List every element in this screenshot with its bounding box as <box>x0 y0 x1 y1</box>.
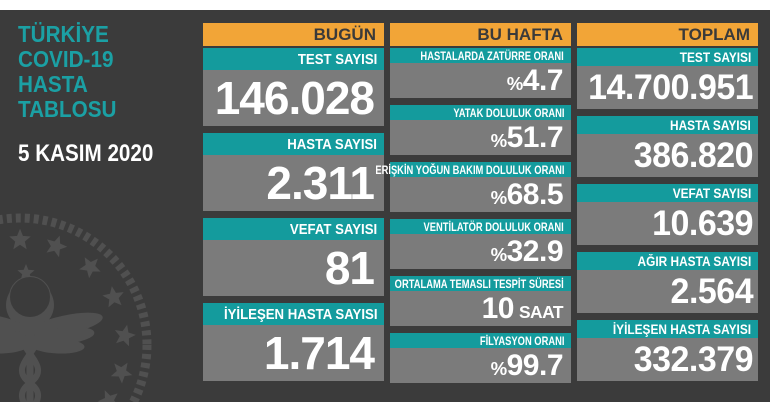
column-header-bugun: BUGÜN <box>203 23 384 46</box>
stat-value: 14.700.951 <box>577 66 758 109</box>
stat-value: 386.820 <box>577 134 758 177</box>
stat-label: HASTALARDA ZATÜRRE ORANI <box>390 48 571 63</box>
ministry-of-health-logo-icon <box>0 213 152 402</box>
stat-label: ORTALAMA TEMASLI TESPİT SÜRESİ <box>390 276 571 291</box>
cell-hafta-temasli-tespit-suresi: ORTALAMA TEMASLI TESPİT SÜRESİ 10 SAAT <box>390 276 571 326</box>
stat-label: TEST SAYISI <box>577 48 758 66</box>
stat-value: 2.564 <box>577 270 758 313</box>
stat-label: FİLYASYON ORANI <box>390 333 571 348</box>
unit-suffix: SAAT <box>518 302 564 322</box>
stat-value: 2.311 <box>203 155 384 211</box>
page-title: TÜRKİYE COVID-19 HASTA TABLOSU <box>18 22 127 122</box>
stat-label-text: AĞIR HASTA SAYISI <box>637 253 751 269</box>
stat-number: 32.9 <box>506 235 564 268</box>
stat-value: 1.714 <box>203 325 384 381</box>
stat-label: YATAK DOLULUK ORANI <box>390 105 571 120</box>
stat-label-text: HASTA SAYISI <box>287 135 377 153</box>
cell-hafta-filyasyon-orani: FİLYASYON ORANI %99.7 <box>390 333 571 383</box>
column-bugun: BUGÜN TEST SAYISI 146.028 HASTA SAYISI 2… <box>203 23 384 388</box>
report-date: 5 KASIM 2020 <box>18 140 154 167</box>
stat-label-text: İYİLEŞEN HASTA SAYISI <box>612 321 751 337</box>
stat-value: 146.028 <box>203 70 384 126</box>
stat-label-text: VEFAT SAYISI <box>289 220 377 238</box>
stat-number: 332.379 <box>633 340 754 379</box>
stat-label-text: ORTALAMA TEMASLI TESPİT SÜRESİ <box>394 276 564 291</box>
stat-value: %51.7 <box>390 120 571 155</box>
cell-hafta-ventilator-doluluk-orani: VENTİLATÖR DOLULUK ORANI %32.9 <box>390 219 571 269</box>
stat-label-text: TEST SAYISI <box>297 50 377 68</box>
cell-hafta-yatak-doluluk-orani: YATAK DOLULUK ORANI %51.7 <box>390 105 571 155</box>
stat-label-text: İYİLEŞEN HASTA SAYISI <box>223 305 377 323</box>
stat-label: HASTA SAYISI <box>577 116 758 134</box>
title-line-4: TABLOSU <box>18 96 117 122</box>
cell-toplam-agir-hasta-sayisi: AĞIR HASTA SAYISI 2.564 <box>577 252 758 313</box>
title-line-3: HASTA <box>18 71 88 97</box>
stat-number: 51.7 <box>506 121 564 154</box>
column-bu-hafta: BU HAFTA HASTALARDA ZATÜRRE ORANI %4.7 Y… <box>375 23 571 390</box>
stat-number: 1.714 <box>263 327 375 379</box>
stat-value: %68.5 <box>390 177 571 212</box>
stat-label-text: TEST SAYISI <box>679 49 751 65</box>
stat-label: İYİLEŞEN HASTA SAYISI <box>203 303 384 325</box>
title-line-2: COVID-19 <box>18 46 114 72</box>
stat-label-text: HASTALARDA ZATÜRRE ORANI <box>420 48 564 63</box>
column-toplam: TOPLAM TEST SAYISI 14.700.951 HASTA SAYI… <box>577 23 758 388</box>
column-header-bu-hafta: BU HAFTA <box>390 23 571 46</box>
title-line-1: TÜRKİYE <box>18 21 109 47</box>
stat-value: 10.639 <box>577 202 758 245</box>
percent-prefix: % <box>490 244 508 265</box>
cell-hafta-zaturre-orani: HASTALARDA ZATÜRRE ORANI %4.7 <box>390 48 571 98</box>
cell-bugun-iyilesen-hasta-sayisi: İYİLEŞEN HASTA SAYISI 1.714 <box>203 303 384 381</box>
stat-value: %4.7 <box>390 63 571 98</box>
stat-number: 99.7 <box>506 349 564 382</box>
stat-number: 386.820 <box>633 136 754 175</box>
stat-number: 2.311 <box>266 157 375 209</box>
column-header-toplam: TOPLAM <box>577 23 758 46</box>
stat-number: 4.7 <box>522 64 564 97</box>
stat-label: VEFAT SAYISI <box>577 184 758 202</box>
stat-value: %99.7 <box>390 348 571 383</box>
cell-hafta-yogun-bakim-doluluk-orani: ERİŞKİN YOĞUN BAKIM DOLULUK ORANI %68.5 <box>375 162 571 212</box>
stat-label: TEST SAYISI <box>203 48 384 70</box>
stat-number: 14.700.951 <box>587 68 754 107</box>
stat-label: ERİŞKİN YOĞUN BAKIM DOLULUK ORANI <box>375 162 571 177</box>
stat-label: AĞIR HASTA SAYISI <box>577 252 758 270</box>
stat-label-text: VEFAT SAYISI <box>672 185 751 201</box>
stat-value: 332.379 <box>577 338 758 381</box>
dashboard-background: TÜRKİYE COVID-19 HASTA TABLOSU 5 KASIM 2… <box>0 10 770 402</box>
cell-bugun-vefat-sayisi: VEFAT SAYISI 81 <box>203 218 384 296</box>
stat-label-text: YATAK DOLULUK ORANI <box>452 105 564 120</box>
cell-toplam-vefat-sayisi: VEFAT SAYISI 10.639 <box>577 184 758 245</box>
cell-toplam-hasta-sayisi: HASTA SAYISI 386.820 <box>577 116 758 177</box>
stat-label-text: ERİŞKİN YOĞUN BAKIM DOLULUK ORANI <box>374 162 564 177</box>
cell-bugun-test-sayisi: TEST SAYISI 146.028 <box>203 48 384 126</box>
cell-toplam-test-sayisi: TEST SAYISI 14.700.951 <box>577 48 758 109</box>
stat-number: 68.5 <box>506 178 564 211</box>
stat-number: 2.564 <box>670 272 753 311</box>
stat-number: 10.639 <box>652 204 753 243</box>
stat-number: 81 <box>324 242 375 294</box>
stat-value: 10 SAAT <box>390 291 571 326</box>
stat-number: 10 <box>481 292 515 325</box>
stat-label: İYİLEŞEN HASTA SAYISI <box>577 320 758 338</box>
percent-prefix: % <box>490 358 508 379</box>
stat-label-text: HASTA SAYISI <box>670 117 751 133</box>
stat-label-text: VENTİLATÖR DOLULUK ORANI <box>423 219 564 234</box>
stat-label-text: FİLYASYON ORANI <box>479 333 564 348</box>
cell-bugun-hasta-sayisi: HASTA SAYISI 2.311 <box>203 133 384 211</box>
stat-number: 146.028 <box>214 72 375 124</box>
stat-value: %32.9 <box>390 234 571 269</box>
percent-prefix: % <box>490 130 508 151</box>
stat-label: VEFAT SAYISI <box>203 218 384 240</box>
percent-prefix: % <box>506 73 524 94</box>
percent-prefix: % <box>490 187 508 208</box>
stat-label: VENTİLATÖR DOLULUK ORANI <box>390 219 571 234</box>
stat-value: 81 <box>203 240 384 296</box>
cell-toplam-iyilesen-hasta-sayisi: İYİLEŞEN HASTA SAYISI 332.379 <box>577 320 758 381</box>
stat-label: HASTA SAYISI <box>203 133 384 155</box>
